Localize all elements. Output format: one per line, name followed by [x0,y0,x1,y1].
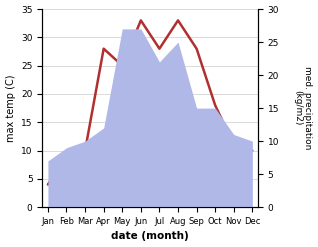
Y-axis label: max temp (C): max temp (C) [5,74,16,142]
Y-axis label: med. precipitation
(kg/m2): med. precipitation (kg/m2) [293,66,313,150]
X-axis label: date (month): date (month) [111,231,189,242]
